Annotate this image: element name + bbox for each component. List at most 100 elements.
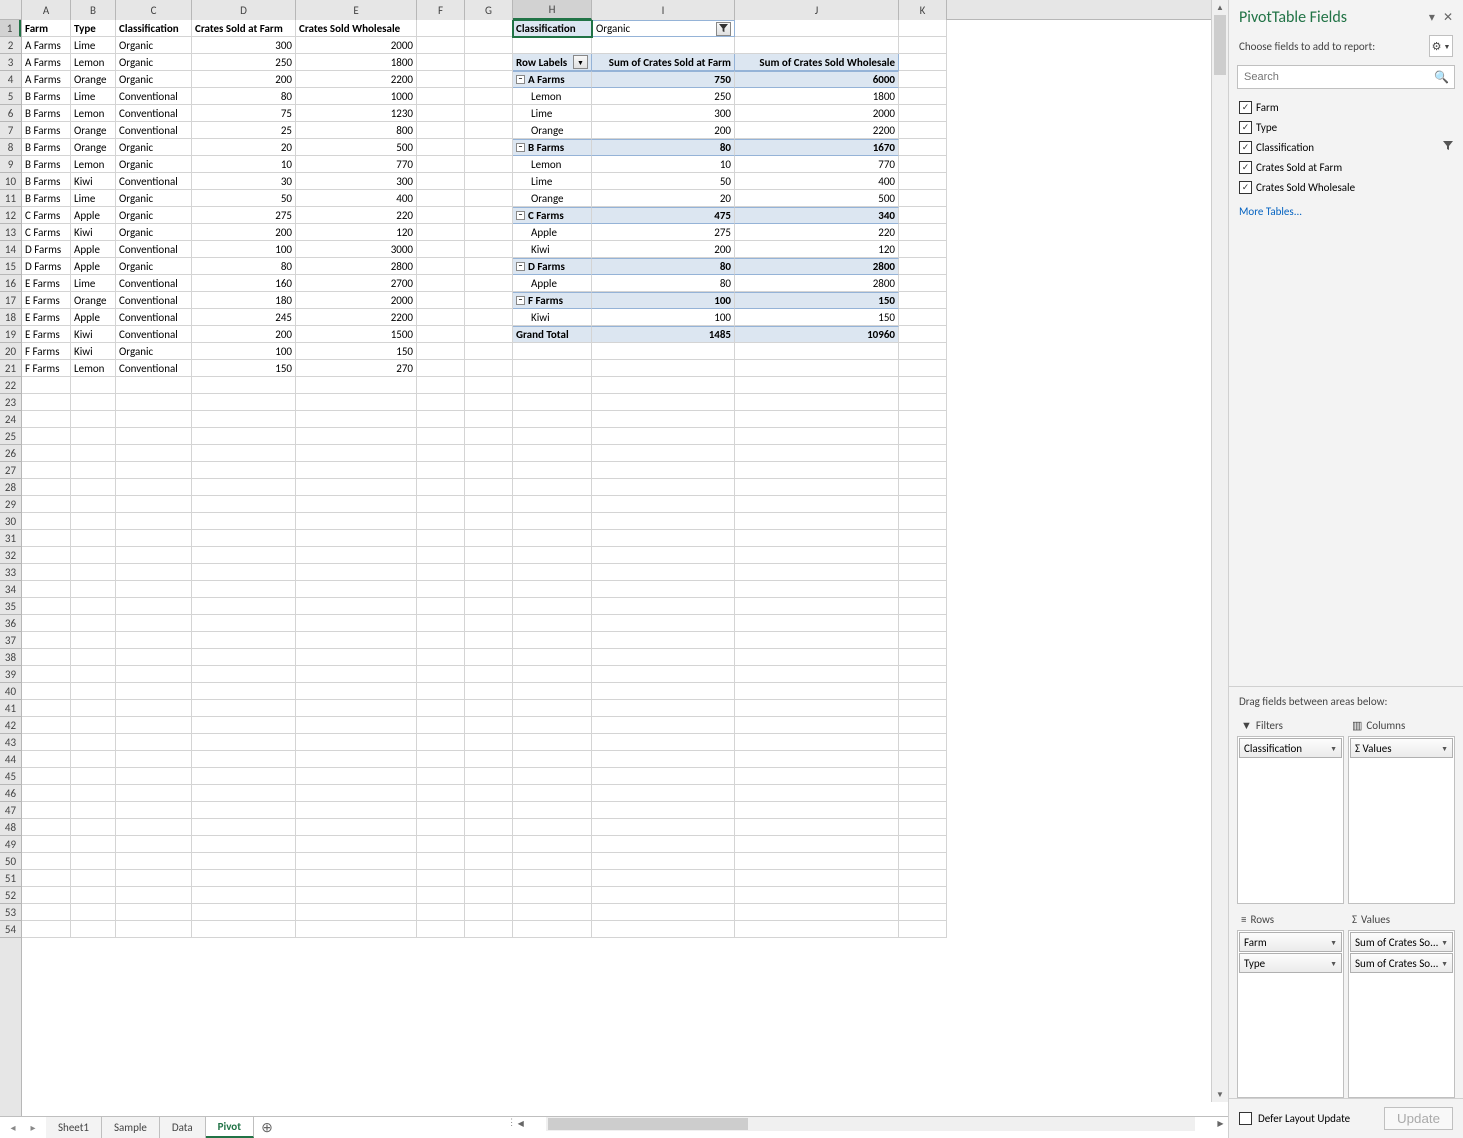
cell-A45[interactable] — [22, 768, 71, 785]
cell-E14[interactable]: 3000 — [296, 241, 417, 258]
scroll-thumb-v[interactable] — [1214, 15, 1226, 75]
cell-B21[interactable]: Lemon — [71, 360, 116, 377]
cell-I44[interactable] — [592, 751, 735, 768]
collapse-toggle[interactable]: − — [516, 296, 525, 305]
cell-F36[interactable] — [417, 615, 465, 632]
cell-K32[interactable] — [899, 547, 947, 564]
cell-H38[interactable] — [513, 649, 592, 666]
cell-D31[interactable] — [192, 530, 296, 547]
cell-F45[interactable] — [417, 768, 465, 785]
cell-B31[interactable] — [71, 530, 116, 547]
cell-G36[interactable] — [465, 615, 513, 632]
cell-I28[interactable] — [592, 479, 735, 496]
rows-item[interactable]: Farm▼ — [1239, 932, 1342, 952]
cell-K23[interactable] — [899, 394, 947, 411]
cell-K11[interactable] — [899, 190, 947, 207]
cell-A31[interactable] — [22, 530, 71, 547]
cell-I43[interactable] — [592, 734, 735, 751]
cell-A53[interactable] — [22, 904, 71, 921]
cell-B18[interactable]: Apple — [71, 309, 116, 326]
cell-G14[interactable] — [465, 241, 513, 258]
cell-J28[interactable] — [735, 479, 899, 496]
cell-F18[interactable] — [417, 309, 465, 326]
cell-K35[interactable] — [899, 598, 947, 615]
cell-H32[interactable] — [513, 547, 592, 564]
cell-D35[interactable] — [192, 598, 296, 615]
cell-E45[interactable] — [296, 768, 417, 785]
cell-E11[interactable]: 400 — [296, 190, 417, 207]
cell-C52[interactable] — [116, 887, 192, 904]
cell-K52[interactable] — [899, 887, 947, 904]
cell-B33[interactable] — [71, 564, 116, 581]
cell-A37[interactable] — [22, 632, 71, 649]
cell-J33[interactable] — [735, 564, 899, 581]
cell-C15[interactable]: Organic — [116, 258, 192, 275]
cell-F12[interactable] — [417, 207, 465, 224]
cell-G3[interactable] — [465, 54, 513, 71]
cell-E33[interactable] — [296, 564, 417, 581]
row-header-50[interactable]: 50 — [0, 853, 21, 870]
cell-G22[interactable] — [465, 377, 513, 394]
cell-H18[interactable]: Kiwi — [513, 309, 592, 326]
cell-K24[interactable] — [899, 411, 947, 428]
cell-E12[interactable]: 220 — [296, 207, 417, 224]
cell-C54[interactable] — [116, 921, 192, 938]
cell-E52[interactable] — [296, 887, 417, 904]
cell-G11[interactable] — [465, 190, 513, 207]
cell-H46[interactable] — [513, 785, 592, 802]
cell-A20[interactable]: F Farms — [22, 343, 71, 360]
cell-E34[interactable] — [296, 581, 417, 598]
cell-D24[interactable] — [192, 411, 296, 428]
cell-G27[interactable] — [465, 462, 513, 479]
cell-C36[interactable] — [116, 615, 192, 632]
cell-F13[interactable] — [417, 224, 465, 241]
cell-K12[interactable] — [899, 207, 947, 224]
cell-I14[interactable]: 200 — [592, 241, 735, 258]
cell-D51[interactable] — [192, 870, 296, 887]
cell-I48[interactable] — [592, 819, 735, 836]
cell-A52[interactable] — [22, 887, 71, 904]
cell-F50[interactable] — [417, 853, 465, 870]
cells-grid[interactable]: FarmTypeClassificationCrates Sold at Far… — [22, 20, 1228, 938]
defer-layout-checkbox[interactable]: Defer Layout Update — [1239, 1112, 1350, 1125]
cell-H9[interactable]: Lemon — [513, 156, 592, 173]
cell-J40[interactable] — [735, 683, 899, 700]
cell-J9[interactable]: 770 — [735, 156, 899, 173]
cell-B22[interactable] — [71, 377, 116, 394]
cell-E51[interactable] — [296, 870, 417, 887]
cell-I5[interactable]: 250 — [592, 88, 735, 105]
cell-B41[interactable] — [71, 700, 116, 717]
cell-K54[interactable] — [899, 921, 947, 938]
cell-H24[interactable] — [513, 411, 592, 428]
cell-K48[interactable] — [899, 819, 947, 836]
cell-C16[interactable]: Conventional — [116, 275, 192, 292]
cell-A29[interactable] — [22, 496, 71, 513]
cell-B46[interactable] — [71, 785, 116, 802]
cell-B38[interactable] — [71, 649, 116, 666]
cell-H26[interactable] — [513, 445, 592, 462]
cell-H43[interactable] — [513, 734, 592, 751]
cell-A38[interactable] — [22, 649, 71, 666]
cell-B42[interactable] — [71, 717, 116, 734]
cell-G46[interactable] — [465, 785, 513, 802]
cell-H8[interactable]: −B Farms — [513, 139, 592, 156]
col-header-D[interactable]: D — [192, 0, 296, 20]
cell-D19[interactable]: 200 — [192, 326, 296, 343]
cell-G37[interactable] — [465, 632, 513, 649]
cell-J27[interactable] — [735, 462, 899, 479]
cell-G50[interactable] — [465, 853, 513, 870]
cell-G31[interactable] — [465, 530, 513, 547]
cell-A21[interactable]: F Farms — [22, 360, 71, 377]
cell-H40[interactable] — [513, 683, 592, 700]
sheet-tab-sheet1[interactable]: Sheet1 — [46, 1117, 102, 1138]
row-header-27[interactable]: 27 — [0, 462, 21, 479]
cell-H4[interactable]: −A Farms — [513, 71, 592, 88]
cell-I24[interactable] — [592, 411, 735, 428]
scroll-up-button[interactable]: ▲ — [1212, 0, 1228, 15]
cell-E1[interactable]: Crates Sold Wholesale — [296, 20, 417, 37]
cell-B27[interactable] — [71, 462, 116, 479]
row-header-10[interactable]: 10 — [0, 173, 21, 190]
cell-B7[interactable]: Orange — [71, 122, 116, 139]
col-header-G[interactable]: G — [465, 0, 513, 20]
area-item-dropdown[interactable]: ▼ — [1441, 938, 1448, 947]
